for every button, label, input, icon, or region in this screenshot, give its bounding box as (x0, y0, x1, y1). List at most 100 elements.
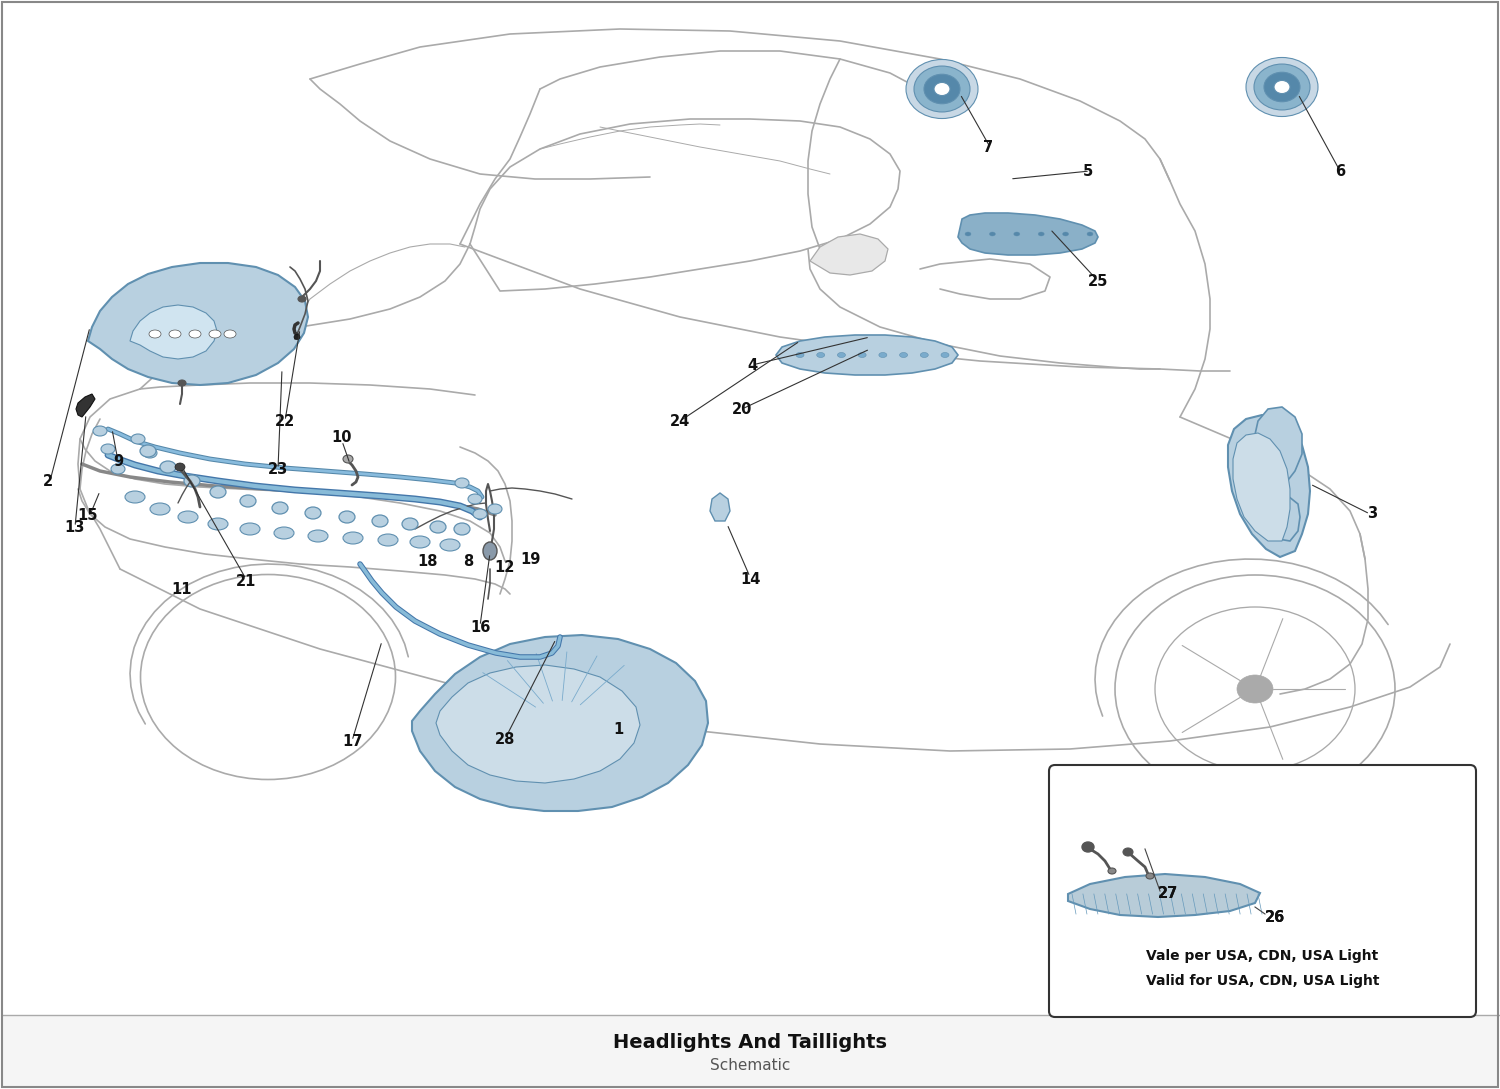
Ellipse shape (921, 353, 928, 357)
Ellipse shape (958, 78, 963, 82)
Ellipse shape (914, 66, 970, 112)
Ellipse shape (928, 103, 933, 106)
Text: 16: 16 (470, 620, 490, 635)
Ellipse shape (178, 511, 198, 523)
Ellipse shape (184, 475, 200, 487)
Polygon shape (710, 493, 730, 521)
Ellipse shape (1299, 76, 1304, 79)
Polygon shape (810, 234, 888, 276)
Text: Vale per USA, CDN, USA Light: Vale per USA, CDN, USA Light (1146, 949, 1378, 963)
Ellipse shape (1280, 68, 1284, 71)
Ellipse shape (934, 83, 950, 96)
Ellipse shape (294, 334, 300, 340)
Ellipse shape (1254, 64, 1310, 110)
Ellipse shape (488, 504, 502, 514)
Ellipse shape (1146, 873, 1154, 879)
Ellipse shape (1274, 81, 1290, 94)
Text: Headlights And Taillights: Headlights And Taillights (614, 1033, 886, 1052)
Ellipse shape (304, 507, 321, 519)
Ellipse shape (160, 461, 176, 473)
Text: Schematic: Schematic (710, 1057, 791, 1073)
Ellipse shape (430, 521, 445, 533)
Ellipse shape (93, 426, 106, 436)
Ellipse shape (1246, 58, 1318, 117)
Ellipse shape (940, 353, 950, 357)
Ellipse shape (921, 97, 926, 99)
Ellipse shape (1108, 868, 1116, 874)
Ellipse shape (224, 330, 236, 338)
Text: 26: 26 (1264, 909, 1286, 925)
Ellipse shape (962, 87, 966, 90)
Ellipse shape (918, 87, 922, 90)
Ellipse shape (209, 330, 220, 338)
Ellipse shape (240, 495, 256, 507)
Ellipse shape (298, 296, 306, 302)
Ellipse shape (964, 232, 970, 236)
Text: 14: 14 (740, 572, 760, 587)
Ellipse shape (150, 503, 170, 515)
Text: 27: 27 (1158, 886, 1178, 902)
Ellipse shape (410, 536, 430, 548)
Text: 19: 19 (520, 551, 540, 566)
Text: 26: 26 (1264, 909, 1286, 925)
Ellipse shape (111, 464, 125, 474)
Polygon shape (1264, 495, 1300, 541)
Ellipse shape (483, 542, 496, 560)
Text: Valid for USA, CDN, USA Light: Valid for USA, CDN, USA Light (1146, 974, 1380, 988)
Ellipse shape (906, 60, 978, 119)
Ellipse shape (339, 511, 356, 523)
Ellipse shape (272, 502, 288, 514)
Polygon shape (776, 335, 958, 375)
Ellipse shape (1088, 232, 1094, 236)
Text: 11: 11 (171, 582, 192, 597)
Ellipse shape (170, 330, 182, 338)
Ellipse shape (402, 518, 418, 530)
Ellipse shape (176, 463, 184, 472)
Text: 28: 28 (495, 732, 514, 746)
Ellipse shape (1262, 95, 1264, 98)
Ellipse shape (1302, 86, 1306, 88)
Ellipse shape (1014, 232, 1020, 236)
Text: 23: 23 (268, 462, 288, 477)
Polygon shape (1068, 874, 1260, 917)
Polygon shape (413, 635, 708, 811)
Ellipse shape (879, 353, 886, 357)
Ellipse shape (1269, 101, 1274, 105)
Text: 21: 21 (236, 574, 256, 588)
Ellipse shape (1299, 95, 1304, 98)
Ellipse shape (274, 527, 294, 539)
Ellipse shape (1262, 76, 1264, 79)
Ellipse shape (1124, 848, 1132, 856)
Text: 18: 18 (417, 553, 438, 568)
Ellipse shape (1062, 232, 1068, 236)
Text: 9: 9 (112, 453, 123, 468)
Ellipse shape (990, 232, 996, 236)
Ellipse shape (958, 97, 963, 99)
Ellipse shape (240, 523, 260, 535)
Ellipse shape (189, 330, 201, 338)
Polygon shape (1233, 433, 1290, 541)
Polygon shape (88, 264, 308, 386)
Text: 15: 15 (78, 507, 99, 523)
Text: 22: 22 (274, 414, 296, 428)
Ellipse shape (1038, 232, 1044, 236)
Ellipse shape (140, 445, 156, 457)
Ellipse shape (940, 106, 944, 109)
Ellipse shape (1269, 70, 1274, 73)
Ellipse shape (1280, 103, 1284, 107)
Ellipse shape (900, 353, 908, 357)
Text: 4: 4 (747, 357, 758, 372)
Ellipse shape (1082, 842, 1094, 852)
Ellipse shape (124, 491, 146, 503)
Text: 2: 2 (44, 474, 52, 489)
Polygon shape (436, 665, 640, 783)
Ellipse shape (142, 448, 158, 458)
Ellipse shape (1258, 86, 1262, 88)
Text: 6: 6 (1335, 163, 1346, 179)
Ellipse shape (921, 78, 926, 82)
Ellipse shape (1264, 72, 1300, 101)
Ellipse shape (1238, 675, 1274, 703)
Ellipse shape (951, 72, 956, 75)
Text: 10: 10 (332, 429, 352, 444)
Ellipse shape (210, 486, 226, 498)
